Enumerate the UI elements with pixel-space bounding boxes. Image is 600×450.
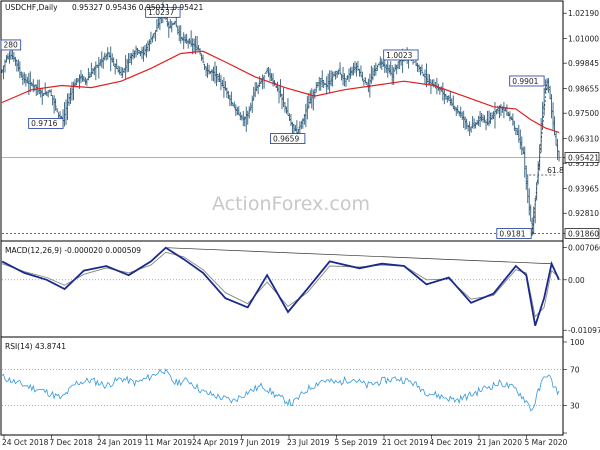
annotation-box — [509, 75, 545, 87]
macd-trendline — [165, 247, 552, 265]
annotation-label: 1.0023 — [386, 51, 412, 60]
x-tick-label: 5 Sep 2019 — [335, 438, 378, 447]
rsi-panel-frame — [0, 336, 564, 436]
annotation-box — [270, 133, 306, 144]
x-tick-label: 5 Mar 2020 — [525, 438, 568, 447]
price-tick-label: 0.92810 — [568, 209, 599, 218]
price-tick-label: 1.01000 — [568, 35, 599, 44]
price-tick-label: 0.93965 — [568, 185, 599, 194]
annotation-box — [383, 49, 419, 61]
macd-label: MACD(12,26,9) -0.000020 0.000509 — [5, 246, 141, 255]
price-tick-label: 0.95421 — [568, 154, 599, 163]
symbol-label: USDCHF,Daily — [5, 3, 58, 12]
price-tick-label: 0.99845 — [568, 59, 599, 68]
x-tick-label: 21 Oct 2019 — [382, 438, 429, 447]
annotation-label: 0.9659 — [273, 134, 299, 143]
rsi-panel — [1, 368, 562, 412]
moving-average-line — [1, 50, 560, 133]
macd-signal-line — [1, 251, 560, 318]
rsi-label: RSI(14) 43.8741 — [5, 342, 66, 351]
price-tick-label: 0.95155 — [568, 159, 599, 168]
annotation-box — [145, 6, 181, 18]
price-tick-box — [564, 152, 600, 163]
x-tick-label: 7 Jun 2019 — [240, 438, 281, 447]
watermark: ActionForex.com — [212, 193, 370, 215]
price-tick-label: 0.91860 — [568, 229, 599, 238]
annotation-box — [28, 118, 64, 129]
price-tick-label: 1.02190 — [568, 9, 599, 18]
price-tick-label: 0.96310 — [568, 135, 599, 144]
price-panel: 61.8 0.9716 1.0237 0.9659 1.0023 0.9901 0.9181… — [0, 2, 564, 239]
macd-tick-label: 0.00 — [568, 276, 585, 285]
fib-618-label: 61.8 — [547, 166, 564, 175]
annotation-label: 280 — [4, 41, 19, 50]
annotation-label: 0.9716 — [31, 119, 57, 128]
macd-line — [1, 246, 560, 326]
annotation-box — [0, 39, 22, 51]
rsi-tick-label: 70 — [570, 365, 580, 374]
rsi-tick-label: 30 — [570, 402, 580, 411]
price-tick-label: 0.98655 — [568, 85, 599, 94]
fib-projection-line — [531, 80, 548, 234]
rsi-line — [1, 368, 560, 412]
ohlc-label: 0.95327 0.95436 0.95021 0.95421 — [72, 3, 203, 12]
annotation-label: 0.9901 — [512, 77, 538, 86]
annotation-label: 0.9181 — [499, 229, 525, 238]
x-tick-label: 23 Jul 2019 — [287, 438, 330, 447]
x-tick-label: 21 Jan 2020 — [477, 438, 522, 447]
annotation-box — [496, 228, 532, 239]
x-tick-label: 4 Dec 2019 — [430, 438, 473, 447]
macd-tick-label: 0.007066 — [568, 243, 600, 252]
rsi-tick-label: 100 — [570, 338, 585, 347]
macd-panel-frame — [0, 240, 564, 338]
macd-panel — [1, 246, 562, 326]
x-tick-label: 24 Jan 2019 — [97, 438, 142, 447]
annotation-label: 1.0237 — [148, 8, 174, 17]
x-tick-label: 24 Apr 2019 — [192, 438, 239, 447]
x-tick-label: 11 Mar 2019 — [145, 438, 193, 447]
price-tick-label: 0.97500 — [568, 109, 599, 118]
x-tick-label: 24 Oct 2018 — [2, 438, 49, 447]
macd-tick-label: -0.010975 — [568, 326, 600, 335]
price-tick-box — [564, 228, 600, 239]
x-tick-label: 7 Dec 2018 — [50, 438, 93, 447]
